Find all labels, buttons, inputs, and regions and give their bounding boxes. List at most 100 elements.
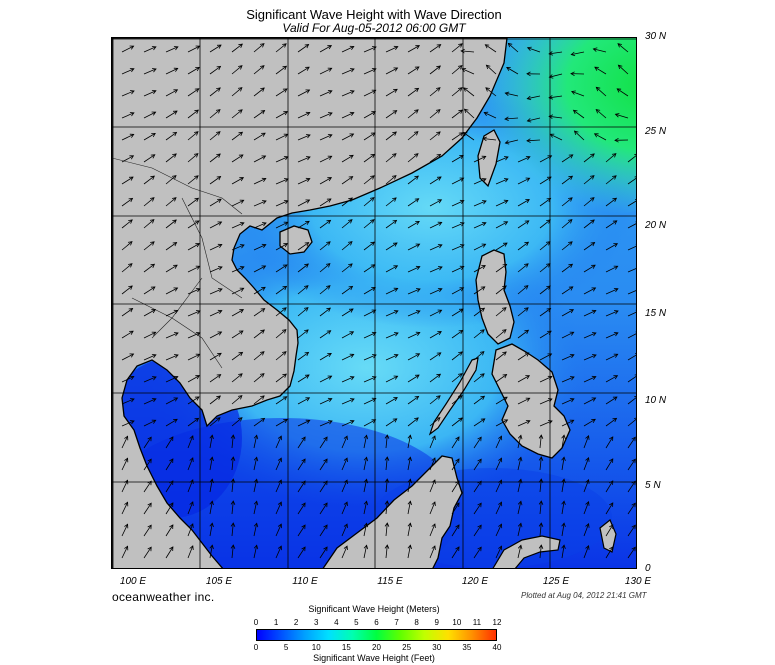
- wave-arrow-head: [595, 86, 601, 92]
- wave-arrow-head: [151, 398, 157, 403]
- wave-arrow-head: [349, 90, 355, 95]
- wave-arrow-shaft: [605, 175, 617, 185]
- lat-label-10n: 10 N: [645, 395, 667, 406]
- wave-arrow-shaft: [143, 398, 157, 405]
- wave-arrow-shaft: [275, 351, 287, 361]
- wave-arrow-head: [526, 46, 532, 51]
- wave-arrow-head: [609, 524, 614, 529]
- wave-arrow-head: [613, 332, 619, 337]
- wave-arrow-head: [437, 244, 443, 249]
- wave-arrow-head: [458, 132, 464, 137]
- wave-arrow-head: [363, 522, 369, 528]
- wave-arrow-head: [458, 109, 463, 114]
- wave-arrow-head: [189, 501, 194, 506]
- wave-arrow-shaft: [451, 200, 464, 207]
- wave-arrow-head: [477, 436, 482, 442]
- wave-arrow-shaft: [407, 332, 420, 339]
- wave-arrow-head: [459, 199, 465, 205]
- wave-arrow-shaft: [583, 264, 596, 273]
- wave-arrow-head: [169, 458, 174, 464]
- wave-arrow-head: [169, 436, 174, 442]
- wave-arrow-shaft: [253, 132, 266, 141]
- wave-arrow-head: [568, 197, 573, 202]
- wave-arrow-shaft: [451, 244, 465, 251]
- wave-arrow-head: [371, 419, 377, 424]
- wave-arrow-shaft: [363, 523, 367, 537]
- wave-arrow-shaft: [385, 197, 397, 207]
- wave-arrow-head: [546, 263, 551, 268]
- map-title: Significant Wave Height with Wave Direct…: [246, 7, 502, 22]
- graticule: [112, 38, 636, 568]
- wave-arrow-head: [481, 222, 487, 227]
- wave-arrow-shaft: [429, 199, 442, 207]
- wave-arrow-head: [384, 500, 390, 505]
- wave-arrow-head: [415, 353, 421, 358]
- wave-arrow-head: [371, 397, 377, 402]
- wave-arrow-shaft: [561, 286, 574, 295]
- wave-arrow-head: [595, 108, 601, 114]
- wave-arrow-shaft: [473, 458, 482, 471]
- wave-arrow-shaft: [297, 436, 306, 449]
- wave-arrow-shaft: [363, 68, 377, 75]
- lon-label-130e: 130 E: [624, 576, 652, 587]
- wave-arrow-shaft: [605, 153, 617, 163]
- wave-arrow-shaft: [187, 45, 200, 53]
- wave-arrow-shaft: [319, 112, 333, 119]
- wave-arrow-shaft: [451, 417, 463, 427]
- wave-arrow-head: [477, 524, 482, 530]
- wave-arrow-head: [415, 45, 421, 50]
- wave-arrow-shaft: [363, 111, 376, 119]
- wave-arrow-head: [589, 175, 595, 180]
- wave-arrow-shaft: [297, 220, 310, 229]
- wave-arrow-shaft: [187, 265, 200, 273]
- wave-arrow-shaft: [341, 308, 354, 317]
- legend-meter-tick: 1: [273, 618, 279, 627]
- wave-arrow-head: [503, 221, 509, 226]
- wave-arrow-head: [230, 434, 236, 439]
- land-mainland: [112, 38, 508, 568]
- wave-arrow-shaft: [627, 397, 636, 405]
- wave-arrow-head: [503, 178, 509, 183]
- wave-arrow-head: [305, 397, 311, 402]
- wave-arrow-shaft: [165, 502, 174, 515]
- wave-arrow-shaft: [253, 222, 267, 229]
- wave-arrow-shaft: [231, 457, 234, 471]
- wave-arrow-head: [195, 310, 201, 315]
- wave-arrow-shaft: [473, 222, 487, 229]
- wave-arrow-shaft: [451, 109, 463, 119]
- wave-arrow-head: [173, 67, 179, 72]
- wave-arrow-shaft: [517, 177, 530, 185]
- wave-arrow-head: [283, 133, 289, 138]
- wave-arrow-shaft: [605, 288, 619, 295]
- wave-arrow-head: [524, 352, 530, 357]
- wave-arrow-head: [194, 131, 199, 136]
- wave-arrow-shaft: [605, 480, 614, 493]
- wave-arrow-head: [124, 479, 129, 485]
- wave-arrow-head: [261, 222, 267, 227]
- wave-arrow-head: [393, 354, 399, 359]
- wave-arrow-head: [437, 266, 443, 271]
- wave-arrow-shaft: [594, 133, 607, 141]
- wave-arrow-head: [431, 435, 436, 440]
- legend-meter-tick: 0: [253, 618, 259, 627]
- map-svg: [112, 38, 636, 568]
- wave-arrow-head: [525, 375, 531, 380]
- wave-arrow-head: [459, 265, 465, 270]
- wave-arrow-shaft: [363, 501, 367, 515]
- wave-arrow-shaft: [595, 109, 607, 119]
- wave-arrow-head: [481, 243, 487, 248]
- wave-arrow-shaft: [363, 264, 375, 273]
- wave-arrow-head: [195, 288, 201, 293]
- wave-arrow-head: [216, 44, 222, 49]
- wave-arrow-shaft: [319, 458, 328, 471]
- wave-arrow-shaft: [451, 177, 464, 185]
- wave-arrow-head: [525, 397, 531, 402]
- wave-arrow-head: [526, 138, 531, 143]
- wave-arrow-shaft: [297, 242, 309, 251]
- wave-arrow-head: [277, 545, 282, 551]
- wave-arrow-head: [393, 310, 399, 315]
- wave-arrow-shaft: [319, 90, 333, 97]
- wave-arrow-shaft: [473, 329, 485, 339]
- wave-arrow-head: [431, 523, 436, 528]
- wave-arrow-shaft: [605, 265, 618, 273]
